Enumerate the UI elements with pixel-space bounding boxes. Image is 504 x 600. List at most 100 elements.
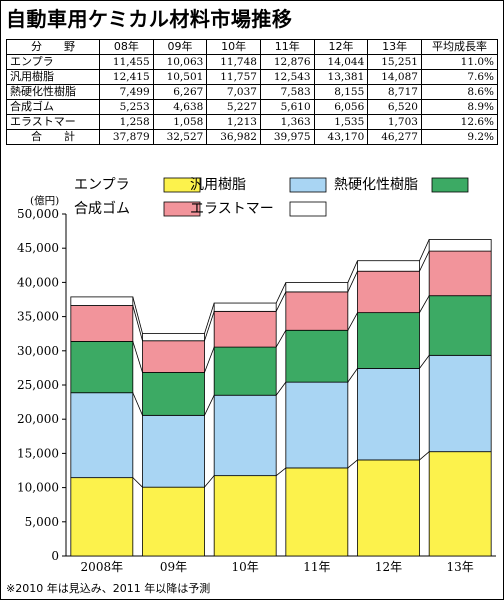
y-tick-label: 35,000 [17, 310, 59, 324]
y-tick-label: 50,000 [17, 207, 59, 221]
table-cell: 12,876 [259, 54, 315, 70]
table-cell: 43,170 [313, 129, 369, 145]
y-tick-label: 0 [51, 549, 59, 563]
table-cell: 12,415 [99, 69, 154, 85]
legend-label: 熱硬化性樹脂 [334, 177, 418, 193]
table-cell: 37,879 [99, 129, 154, 145]
table-row: エラストマー 1,258 1,058 1,213 1,363 1,535 1,703 12.6… [6, 114, 499, 130]
table-cell: 12,543 [259, 69, 315, 85]
legend-swatch [163, 177, 201, 193]
table-cell: 10,501 [152, 69, 208, 85]
table-cell: 7,037 [206, 84, 261, 100]
table-cell: 9.2% [420, 129, 499, 145]
table-cell: 6,056 [313, 99, 369, 115]
table-cell: 7.6% [420, 69, 499, 85]
series-connector-line [204, 395, 215, 416]
header-09: 09年 [152, 39, 208, 55]
bar-segment-2 [428, 354, 492, 453]
header-13: 13年 [367, 39, 422, 55]
table-cell: 12.6% [420, 114, 499, 130]
legend-swatch [289, 177, 327, 193]
series-connector-line [347, 312, 358, 331]
legend-label: エラストマー [190, 201, 274, 217]
table-cell: 1,363 [259, 114, 315, 130]
table-cell: 32,527 [152, 129, 208, 145]
table-cell: 8,155 [313, 84, 369, 100]
bar-segment-3 [213, 346, 277, 396]
table-cell: 8.9% [420, 99, 499, 115]
bar-segment-1 [285, 467, 349, 557]
row-label: 汎用樹脂 [6, 69, 100, 85]
header-11: 11年 [259, 39, 315, 55]
bar-segment-1 [357, 459, 420, 557]
header-10: 10年 [206, 39, 261, 55]
table-cell: 11.0% [420, 54, 499, 70]
row-label: 合成ゴム [6, 99, 100, 115]
row-label: 熱硬化性樹脂 [6, 84, 100, 100]
bar-segment-1 [142, 486, 205, 557]
series-connector-line [204, 475, 215, 488]
bar-segment-3 [357, 312, 420, 369]
series-connector-line [204, 346, 215, 373]
table-cell: 7,583 [259, 84, 315, 100]
table-cell: 11,748 [206, 54, 261, 70]
bar-segment-4 [70, 305, 134, 342]
bar-segment-4 [357, 270, 420, 314]
row-label: エンプラ [6, 54, 100, 70]
y-tick-label: 15,000 [17, 446, 59, 460]
header-category: 分 野 [6, 39, 100, 55]
y-unit-label: (億円) [30, 194, 59, 207]
y-tick-label: 45,000 [17, 241, 59, 255]
bar-segment-3 [285, 329, 349, 383]
bar-segment-3 [428, 295, 492, 356]
series-connector-line [132, 477, 143, 488]
y-tick-label: 40,000 [17, 275, 59, 289]
legend-swatch [431, 177, 469, 193]
bar-segment-2 [213, 394, 277, 477]
series-connector-line [275, 282, 287, 304]
legend-label: エンプラ [74, 177, 130, 193]
series-connector-line [132, 296, 143, 334]
series-connector-line [132, 341, 143, 373]
table-row: 熱硬化性樹脂 7,499 6,267 7,037 7,583 8,155 8,717 8.6% [6, 84, 499, 100]
table-cell: 1,258 [99, 114, 154, 130]
bar-segment-4 [142, 340, 205, 373]
table-cell: 5,253 [99, 99, 154, 115]
series-connector-line [204, 302, 215, 334]
table-cell: 7,499 [99, 84, 154, 100]
bar-segment-1 [428, 451, 492, 557]
table-cell: 14,087 [367, 69, 422, 85]
x-tick-label: 09年 [160, 560, 187, 574]
series-connector-line [347, 260, 358, 283]
bar-segment-5 [70, 296, 134, 306]
y-tick-label: 10,000 [17, 481, 59, 495]
bar-segment-2 [70, 392, 134, 479]
footnote: ※2010 年は見込み、2011 年以降は予測 [6, 582, 211, 595]
table-header-row: 分 野 08年 09年 10年 11年 12年 13年 平均成長率 [6, 39, 499, 55]
y-tick-label: 30,000 [17, 344, 59, 358]
bar-segment-4 [285, 291, 349, 331]
bar-segment-5 [428, 239, 492, 252]
header-08: 08年 [99, 39, 154, 55]
series-connector-line [204, 311, 215, 341]
bar-segment-3 [142, 372, 205, 416]
y-tick-label: 20,000 [17, 412, 59, 426]
bar-segment-5 [357, 260, 420, 272]
legend-swatch [289, 201, 327, 217]
y-tick-label: 25,000 [17, 378, 59, 392]
series-connector-line [275, 291, 287, 312]
bar-segment-2 [285, 381, 349, 469]
table-cell: 6,267 [152, 84, 208, 100]
table-cell: 46,277 [367, 129, 422, 145]
series-connector-line [419, 250, 430, 272]
table-cell: 11,757 [206, 69, 261, 85]
row-label: 合 計 [6, 129, 100, 145]
table-cell: 10,063 [152, 54, 208, 70]
series-connector-line [347, 368, 358, 383]
series-connector-line [132, 392, 143, 416]
x-tick-label: 11年 [303, 560, 330, 574]
header-12: 12年 [313, 39, 369, 55]
table-cell: 15,251 [367, 54, 422, 70]
x-tick-label: 13年 [447, 560, 474, 574]
figure-title: 自動車用ケミカル材料市場推移 [6, 7, 293, 31]
